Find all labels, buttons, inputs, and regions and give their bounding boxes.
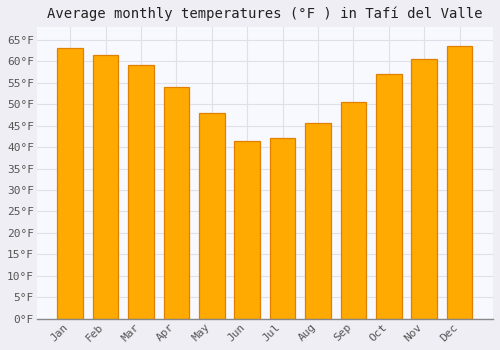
Bar xyxy=(199,113,224,319)
Bar xyxy=(164,87,189,319)
Bar xyxy=(270,139,295,319)
Bar xyxy=(128,65,154,319)
Title: Average monthly temperatures (°F ) in Tafí del Valle: Average monthly temperatures (°F ) in Ta… xyxy=(47,7,482,21)
Bar xyxy=(376,74,402,319)
Bar xyxy=(447,46,472,319)
Bar xyxy=(234,141,260,319)
Bar xyxy=(305,124,330,319)
Bar xyxy=(340,102,366,319)
Bar xyxy=(93,55,118,319)
Bar xyxy=(58,48,83,319)
Bar xyxy=(412,59,437,319)
